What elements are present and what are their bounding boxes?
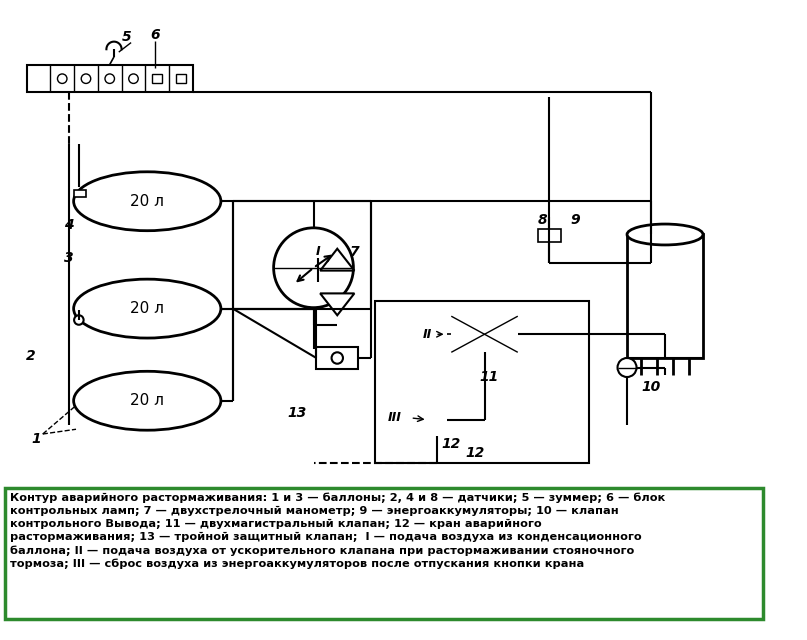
Text: 8: 8 — [537, 213, 547, 227]
Circle shape — [415, 326, 424, 335]
Bar — [316, 347, 358, 369]
Bar — [74, 190, 86, 198]
Bar — [627, 234, 703, 358]
Text: III: III — [387, 412, 401, 424]
Text: 7: 7 — [349, 244, 359, 259]
Text: 10: 10 — [641, 380, 660, 394]
Bar — [408, 323, 446, 346]
Circle shape — [57, 74, 67, 83]
Ellipse shape — [627, 224, 703, 245]
Ellipse shape — [73, 172, 221, 230]
Text: 11: 11 — [479, 370, 499, 384]
Text: 13: 13 — [288, 406, 307, 420]
Bar — [428, 404, 446, 437]
Circle shape — [74, 316, 84, 324]
Circle shape — [332, 352, 343, 364]
Bar — [375, 301, 589, 463]
Text: 9: 9 — [571, 213, 580, 227]
Circle shape — [430, 326, 440, 335]
Bar — [153, 74, 162, 83]
Bar — [451, 316, 518, 352]
Text: 3: 3 — [64, 252, 73, 265]
Circle shape — [274, 228, 353, 308]
Text: 6: 6 — [150, 28, 160, 42]
Circle shape — [617, 358, 637, 377]
Bar — [176, 74, 186, 83]
Text: II: II — [423, 328, 432, 340]
Circle shape — [129, 74, 138, 83]
Text: 20 л: 20 л — [130, 301, 165, 316]
FancyBboxPatch shape — [5, 488, 763, 620]
Circle shape — [82, 74, 90, 83]
Polygon shape — [320, 249, 354, 271]
Bar — [537, 228, 561, 242]
Text: 20 л: 20 л — [130, 194, 165, 209]
Text: Контур аварийного растормаживания: 1 и 3 — баллоны; 2, 4 и 8 — датчики; 5 — зумм: Контур аварийного растормаживания: 1 и 3… — [10, 493, 666, 569]
Polygon shape — [320, 293, 354, 316]
Text: 2: 2 — [26, 349, 36, 363]
Text: 1: 1 — [31, 432, 41, 445]
Text: 4: 4 — [64, 218, 73, 232]
Text: 20 л: 20 л — [130, 393, 165, 408]
Ellipse shape — [73, 279, 221, 338]
Text: 5: 5 — [122, 30, 132, 44]
Bar — [27, 65, 193, 92]
Ellipse shape — [73, 371, 221, 430]
Text: 12: 12 — [466, 446, 485, 460]
Text: I: I — [316, 245, 320, 258]
Circle shape — [105, 74, 115, 83]
Text: 12: 12 — [441, 436, 461, 451]
